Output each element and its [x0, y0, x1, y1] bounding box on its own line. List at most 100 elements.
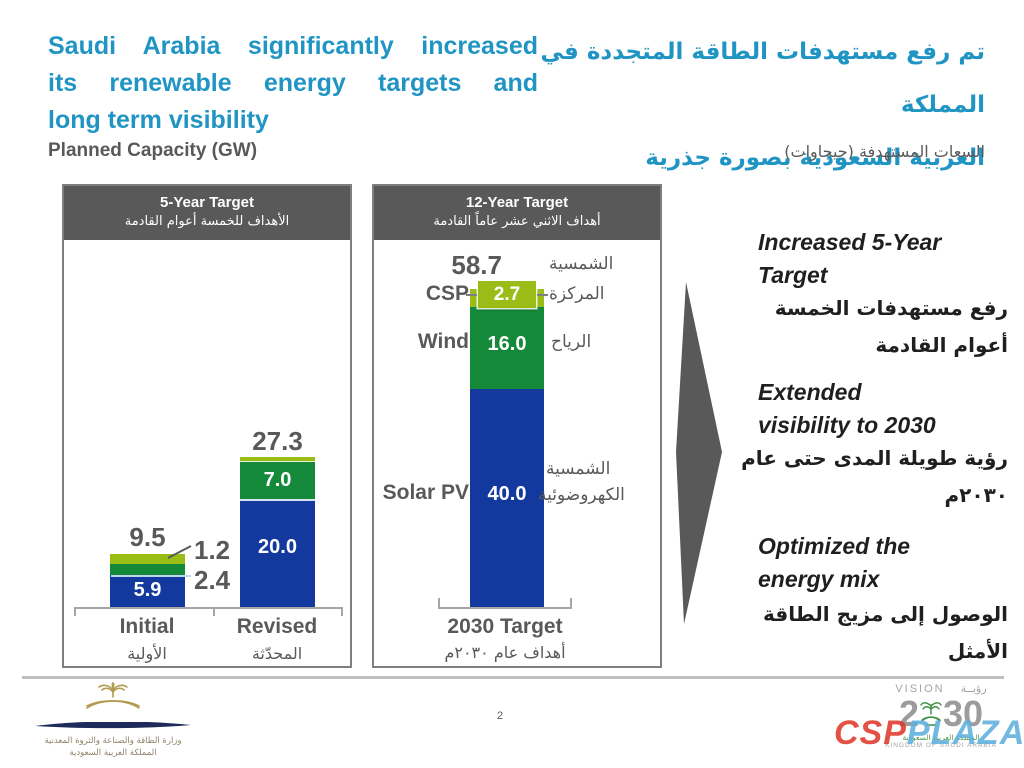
wind-label-revised: 7.0: [263, 469, 292, 491]
page-title: Saudi Arabia significantly increased its…: [48, 28, 538, 139]
page-title-arabic-line: العربية السعودية بصورة جذرية: [645, 145, 985, 171]
ministry-name-arabic: وزارة الطاقة والصناعة والثروة المعدنية: [44, 736, 182, 746]
axis-tick: [438, 598, 440, 607]
chart-header-5-year: 5-Year Target الأهداف للخمسة أعوام القاد…: [64, 186, 350, 240]
wind-label: Wind: [417, 330, 469, 353]
bar-segment-csp-revised: [240, 457, 315, 461]
page-title-line: its renewable energy targets and: [48, 69, 538, 97]
bar-segment-solar-initial: [110, 575, 185, 607]
wind-label-initial: 2.4: [194, 565, 231, 595]
chart-panel-5-year: 5-Year Target الأهداف للخمسة أعوام القاد…: [62, 184, 352, 668]
vision-ar: رؤيــة: [960, 682, 987, 695]
category-label-revised: Revised: [236, 615, 318, 638]
watermark-plaza: PLAZA: [906, 714, 1024, 752]
takeaway-line-arabic: الأمثل: [947, 639, 1008, 663]
category-label-initial-arabic: الأولية: [127, 644, 167, 663]
csp-label-initial: 1.2: [194, 535, 231, 565]
takeaway-1-ar: رفع مستهدفات الخمسة أعوام القادمة: [700, 290, 1008, 364]
takeaway-line-arabic: ٢٠٣٠م: [944, 483, 1009, 507]
takeaway-line: Increased 5-Year: [758, 229, 942, 255]
takeaway-line: energy mix: [758, 566, 880, 592]
year-digits: 30: [942, 693, 984, 734]
csp-leader-left: [466, 294, 477, 296]
bar-segment-solar-2030: [470, 389, 544, 607]
vision-2030-logo: VISION رؤيــة 2 30 المملكة العربية السعو…: [866, 682, 1016, 749]
ministry-country-arabic: المملكة العربية السعودية: [69, 748, 157, 758]
vision-country-arabic: المملكة العربية السعودية: [902, 733, 980, 742]
vision-country-en: KINGDOM OF SAUDI ARABIA: [885, 742, 997, 749]
category-label-revised-arabic: المحدّثة: [251, 644, 303, 663]
solar-pv-value: 40.0: [487, 483, 527, 505]
subtitle-en: Planned Capacity (GW): [48, 140, 258, 161]
leader-lines: [111, 545, 192, 577]
axis-tick: [74, 607, 76, 616]
page-title-arabic: تم رفع مستهدفات الطاقة المتجددة في الممل…: [530, 26, 985, 185]
csp-value-box: 2.7: [478, 281, 536, 308]
ministry-logo: وزارة الطاقة والصناعة والثروة المعدنية ا…: [28, 681, 198, 759]
vision-palm-emblem-icon: [920, 702, 942, 726]
page-title-arabic-line: تم رفع مستهدفات الطاقة المتجددة في الممل…: [540, 39, 985, 118]
bar-segment-wind-revised: [240, 461, 315, 500]
right-arrow-icon: [676, 282, 722, 624]
cspplaza-watermark: CSPPLAZA: [834, 714, 1024, 753]
footer-divider: [22, 676, 1004, 679]
chart-panel-12-year: 12-Year Target أهداف الاثني عشر عاماً ال…: [372, 184, 662, 668]
category-axis: [438, 607, 572, 609]
solar-label-revised: 20.0: [258, 536, 297, 558]
category-label-initial: Initial: [119, 615, 175, 638]
total-label-revised: 27.3: [252, 426, 303, 456]
csp-leader-right: [537, 294, 548, 296]
page-title-line: Saudi Arabia significantly increased: [48, 32, 538, 60]
takeaway-line: visibility to 2030: [758, 412, 936, 438]
chart-header-12-year: 12-Year Target أهداف الاثني عشر عاماً ال…: [374, 186, 660, 240]
takeaway-3-ar: الوصول إلى مزيج الطاقة الأمثل: [700, 596, 1008, 670]
csp-arabic-line2: المركزة: [549, 284, 605, 304]
takeaway-line-arabic: رؤية طويلة المدى حتى عام: [741, 446, 1008, 470]
csp-arabic-line1: الشمسية: [549, 254, 614, 274]
page-title-line: long term visibility: [48, 106, 269, 134]
solar-arabic-line1: الشمسية: [546, 459, 611, 479]
takeaway-line-arabic: الوصول إلى مزيج الطاقة: [763, 602, 1008, 626]
takeaway-1-en: Increased 5-Year Target: [758, 226, 941, 292]
subtitle-arabic: السعات المستهدفة (جيجاوات): [784, 142, 985, 161]
axis-tick: [341, 607, 343, 616]
category-label-2030: 2030 Target: [447, 615, 563, 638]
takeaway-line-arabic: أعوام القادمة: [875, 333, 1008, 357]
vision-en: VISION: [895, 682, 945, 695]
axis-tick: [570, 598, 572, 607]
chart-title-arabic: الأهداف للخمسة أعوام القادمة: [124, 214, 290, 229]
vision-wordmark: VISION رؤيــة: [866, 682, 1016, 695]
category-label-2030-arabic: أهداف عام ٢٠٣٠م: [444, 643, 566, 662]
takeaway-line: Optimized the: [758, 533, 911, 559]
wind-arabic: الرياح: [551, 332, 592, 352]
axis-tick: [213, 607, 215, 616]
year-digit: 2: [898, 693, 919, 734]
takeaway-line-arabic: رفع مستهدفات الخمسة: [774, 296, 1008, 320]
page-number: 2: [496, 710, 504, 722]
watermark-csp: CSP: [834, 714, 907, 752]
category-axis: [74, 607, 343, 609]
solar-pv-label: Solar PV: [382, 481, 469, 504]
takeaway-2-ar: رؤية طويلة المدى حتى عام ٢٠٣٠م: [700, 440, 1008, 514]
wind-value: 16.0: [487, 333, 527, 355]
chart-title: 5-Year Target: [160, 194, 254, 211]
total-label-2030: 58.7: [451, 250, 502, 280]
takeaway-2-en: Extended visibility to 2030: [758, 376, 936, 442]
palm-and-swords-icon: [86, 681, 140, 709]
bar-segment-wind-initial: [110, 564, 185, 575]
vision-year: 2 30: [866, 696, 1016, 732]
takeaway-3-en: Optimized the energy mix: [758, 530, 910, 596]
takeaway-line: Target: [758, 262, 828, 288]
csp-label: CSP: [425, 282, 469, 305]
chart-title-arabic: أهداف الاثني عشر عاماً القادمة: [433, 214, 601, 229]
solar-arabic-line2: الكهروضوئية: [538, 485, 625, 505]
takeaway-line: Extended: [758, 379, 862, 405]
bar-segment-wind-2030: [470, 307, 544, 389]
bar-segment-csp-initial: [110, 554, 185, 564]
solar-label-initial: 5.9: [133, 579, 162, 601]
bar-segment-solar-revised: [240, 499, 315, 607]
total-label-initial: 9.5: [129, 522, 166, 552]
chart-title: 12-Year Target: [465, 194, 569, 211]
ministry-swoosh-icon: [35, 721, 191, 729]
